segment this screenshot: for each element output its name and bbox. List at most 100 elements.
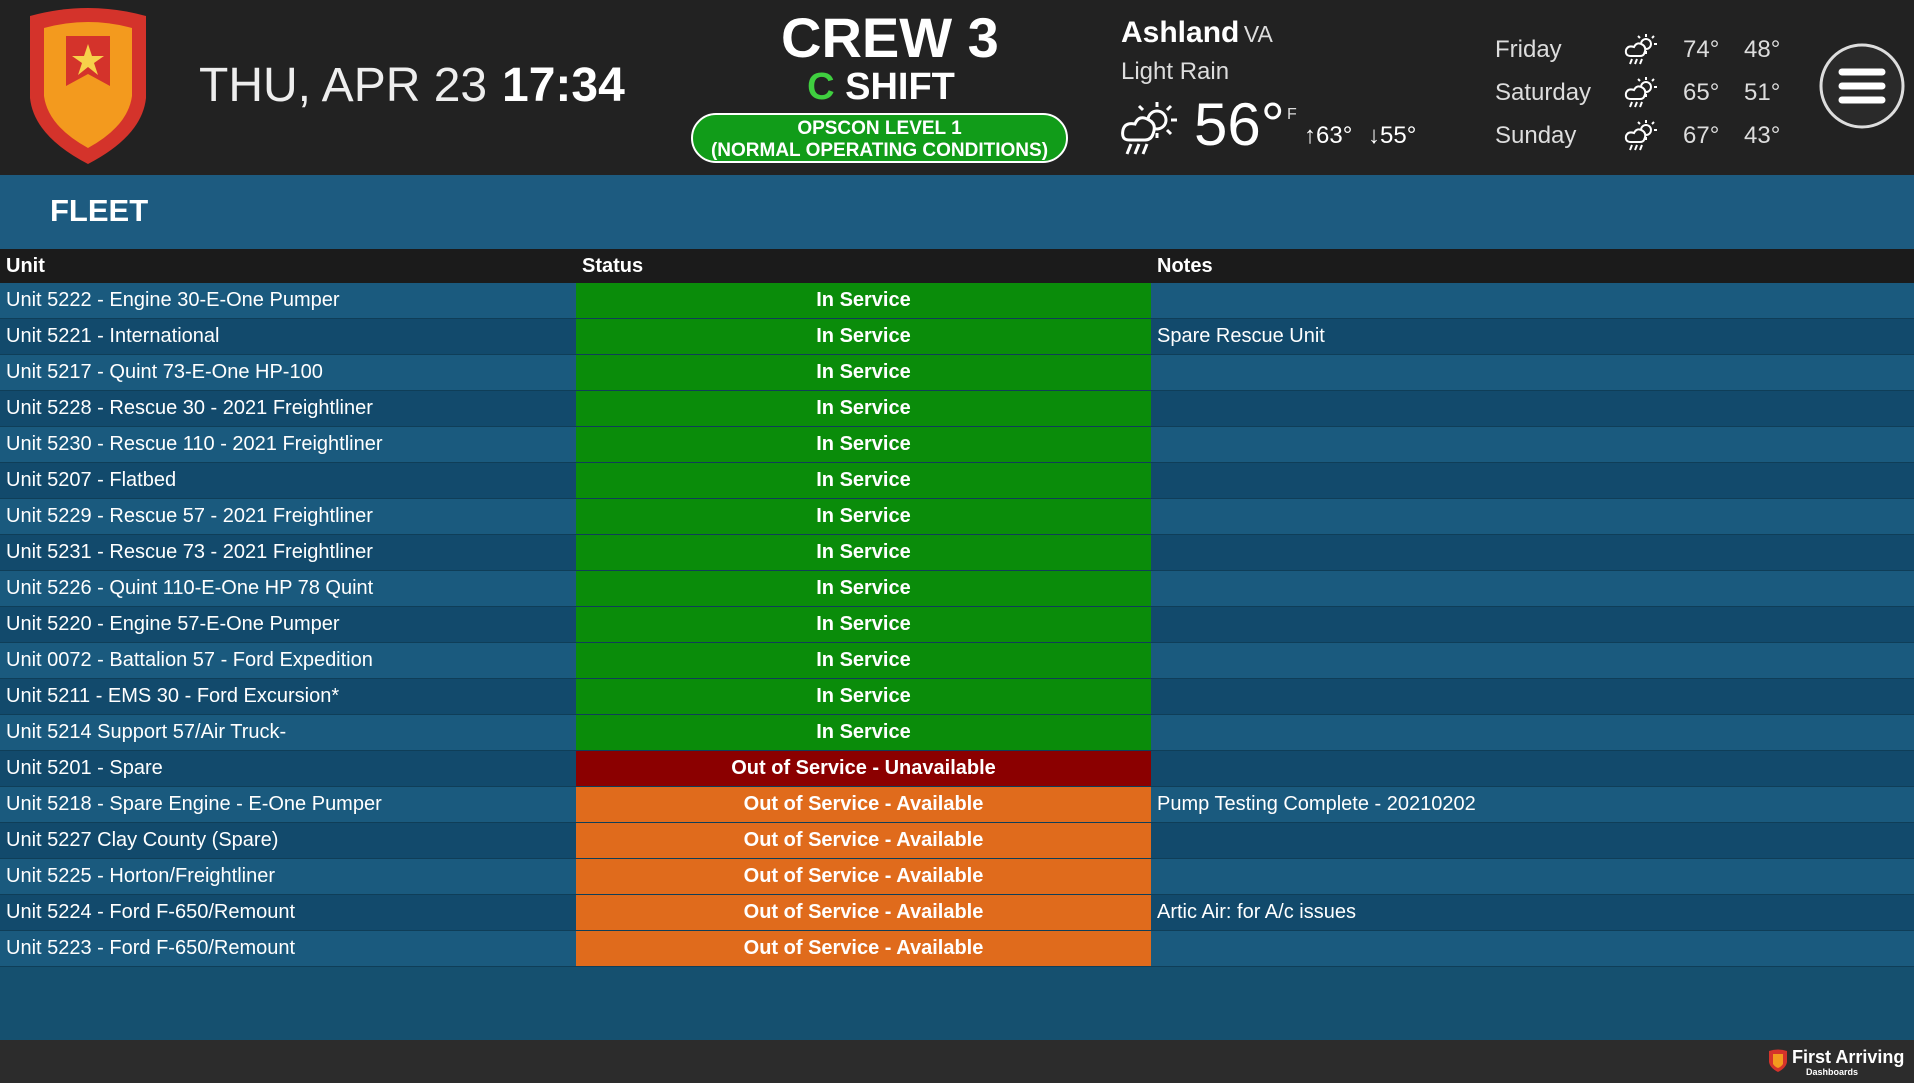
date: THU, APR 23 — [199, 59, 488, 112]
fleet-row: Unit 5226 - Quint 110-E-One HP 78 Quint I… — [0, 570, 1914, 607]
notes-cell — [1151, 283, 1914, 319]
fleet-row: Unit 5224 - Ford F-650/Remount Out of Ser… — [0, 894, 1914, 931]
city: Ashland — [1121, 16, 1240, 49]
shift: C SHIFT — [781, 66, 981, 109]
fleet-row: Unit 5211 - EMS 30 - Ford Excursion* In S… — [0, 678, 1914, 715]
notes-cell: Spare Rescue Unit — [1151, 318, 1914, 355]
forecast-low: 43° — [1744, 122, 1781, 149]
notes-cell — [1151, 642, 1914, 679]
unit-cell: Unit 5201 - Spare — [0, 750, 576, 787]
unit-cell: Unit 5231 - Rescue 73 - 2021 Freightline… — [0, 534, 576, 571]
unit-cell: Unit 5220 - Engine 57-E-One Pumper — [0, 606, 576, 643]
notes-cell — [1151, 750, 1914, 787]
crew: CREW 3 — [781, 6, 999, 69]
status-cell: In Service — [576, 534, 1151, 571]
fleet-row: Unit 5227 Clay County (Spare) Out of Serv… — [0, 822, 1914, 859]
notes-cell — [1151, 930, 1914, 967]
unit-cell: Unit 5223 - Ford F-650/Remount — [0, 930, 576, 967]
table-body: Unit 5222 - Engine 30-E-One Pumper In Ser… — [0, 283, 1914, 967]
notes-cell — [1151, 354, 1914, 391]
forecast-low: 48° — [1744, 36, 1781, 63]
notes-cell — [1151, 462, 1914, 499]
notes-cell — [1151, 570, 1914, 607]
status-cell: Out of Service - Available — [576, 822, 1151, 859]
high-today: ↑63° — [1304, 122, 1353, 149]
logo — [30, 8, 146, 164]
notes-cell: Artic Air: for A/c issues — [1151, 894, 1914, 931]
opscon-level: OPSCON LEVEL 1 — [797, 118, 962, 139]
unit-cell: Unit 0072 - Battalion 57 - Ford Expediti… — [0, 642, 576, 679]
opscon: OPSCON LEVEL 1 (NORMAL OPERATING CONDITI… — [691, 113, 1068, 163]
forecast-icon — [1624, 118, 1658, 157]
footer-brand: First Arriving — [1792, 1047, 1905, 1067]
unit-cell: Unit 5226 - Quint 110-E-One HP 78 Quint — [0, 570, 576, 607]
forecast-icon — [1624, 75, 1658, 114]
fleet-row: Unit 5217 - Quint 73-E-One HP-100 In Serv… — [0, 354, 1914, 391]
fleet-row: Unit 5228 - Rescue 30 - 2021 Freightline… — [0, 390, 1914, 427]
fleet-table: Unit Status Notes Unit 5222 - Engine 30-E-… — [0, 249, 1914, 967]
fleet-band: FLEET — [0, 175, 1914, 249]
fleet-row: Unit 5207 - Flatbed In Service — [0, 462, 1914, 499]
fleet-row: Unit 5223 - Ford F-650/Remount Out of Ser… — [0, 930, 1914, 967]
low: 55° — [1380, 122, 1417, 149]
status-cell: In Service — [576, 714, 1151, 751]
status-cell: Out of Service - Available — [576, 858, 1151, 895]
status-cell: In Service — [576, 462, 1151, 499]
menu-button[interactable] — [1818, 42, 1906, 130]
unit-cell: Unit 5224 - Ford F-650/Remount — [0, 894, 576, 931]
fleet-row: Unit 5231 - Rescue 73 - 2021 Freightline… — [0, 534, 1914, 571]
notes-cell — [1151, 390, 1914, 427]
status-cell: In Service — [576, 390, 1151, 427]
low-today: ↓55° — [1368, 122, 1417, 149]
fleet-row: Unit 0072 - Battalion 57 - Ford Expediti… — [0, 642, 1914, 679]
status-cell: In Service — [576, 283, 1151, 319]
fleet-row: Unit 5229 - Rescue 57 - 2021 Freightline… — [0, 498, 1914, 535]
forecast-day: Friday — [1495, 36, 1562, 63]
shift-label: SHIFT — [845, 66, 955, 108]
opscon-desc: (NORMAL OPERATING CONDITIONS) — [710, 140, 1049, 161]
unit-cell: Unit 5228 - Rescue 30 - 2021 Freightline… — [0, 390, 576, 427]
fleet-title: FLEET — [50, 193, 149, 228]
forecast-day: Saturday — [1495, 79, 1592, 106]
status-cell: In Service — [576, 678, 1151, 715]
fleet-row: Unit 5225 - Horton/Freightliner Out of Se… — [0, 858, 1914, 895]
status-cell: In Service — [576, 570, 1151, 607]
unit-cell: Unit 5217 - Quint 73-E-One HP-100 — [0, 354, 576, 391]
unit-cell: Unit 5218 - Spare Engine - E-One Pumper — [0, 786, 576, 823]
forecast-high: 65° — [1683, 79, 1720, 106]
table-header: Unit Status Notes — [0, 249, 1914, 283]
notes-cell — [1151, 606, 1914, 643]
notes-cell — [1151, 714, 1914, 751]
status-cell: In Service — [576, 498, 1151, 535]
footer-logo — [1769, 1049, 1787, 1072]
fleet-row: Unit 5218 - Spare Engine - E-One Pumper O… — [0, 786, 1914, 823]
header: THU, APR 23 17:34 CREW 3 C SHIFT OPSCON … — [0, 0, 1914, 175]
column-header: Status — [576, 249, 1151, 283]
temperature: 56° — [1194, 91, 1285, 158]
status-cell: In Service — [576, 354, 1151, 391]
footer-sub: Dashboards — [1806, 1067, 1859, 1077]
unit-cell: Unit 5230 - Rescue 110 - 2021 Freightlin… — [0, 426, 576, 463]
unit-cell: Unit 5227 Clay County (Spare) — [0, 822, 576, 859]
time: 17:34 — [502, 59, 625, 112]
status-cell: Out of Service - Available — [576, 894, 1151, 931]
column-header: Unit — [0, 249, 576, 283]
forecast-high: 67° — [1683, 122, 1720, 149]
column-header: Notes — [1151, 249, 1914, 283]
location: Ashland VA — [1121, 16, 1273, 50]
notes-cell — [1151, 858, 1914, 895]
unit-cell: Unit 5207 - Flatbed — [0, 462, 576, 499]
status-cell: Out of Service - Available — [576, 786, 1151, 823]
unit-cell: Unit 5214 Support 57/Air Truck- — [0, 714, 576, 751]
temp-unit: F — [1287, 106, 1297, 123]
fleet-row: Unit 5222 - Engine 30-E-One Pumper In Ser… — [0, 283, 1914, 319]
unit-cell: Unit 5221 - International — [0, 318, 576, 355]
forecast-high: 74° — [1683, 36, 1720, 63]
forecast-low: 51° — [1744, 79, 1781, 106]
status-cell: Out of Service - Available — [576, 930, 1151, 967]
notes-cell — [1151, 498, 1914, 535]
state: VA — [1243, 21, 1273, 47]
footer: First Arriving Dashboards — [0, 1040, 1914, 1083]
forecast-icon — [1624, 32, 1658, 71]
